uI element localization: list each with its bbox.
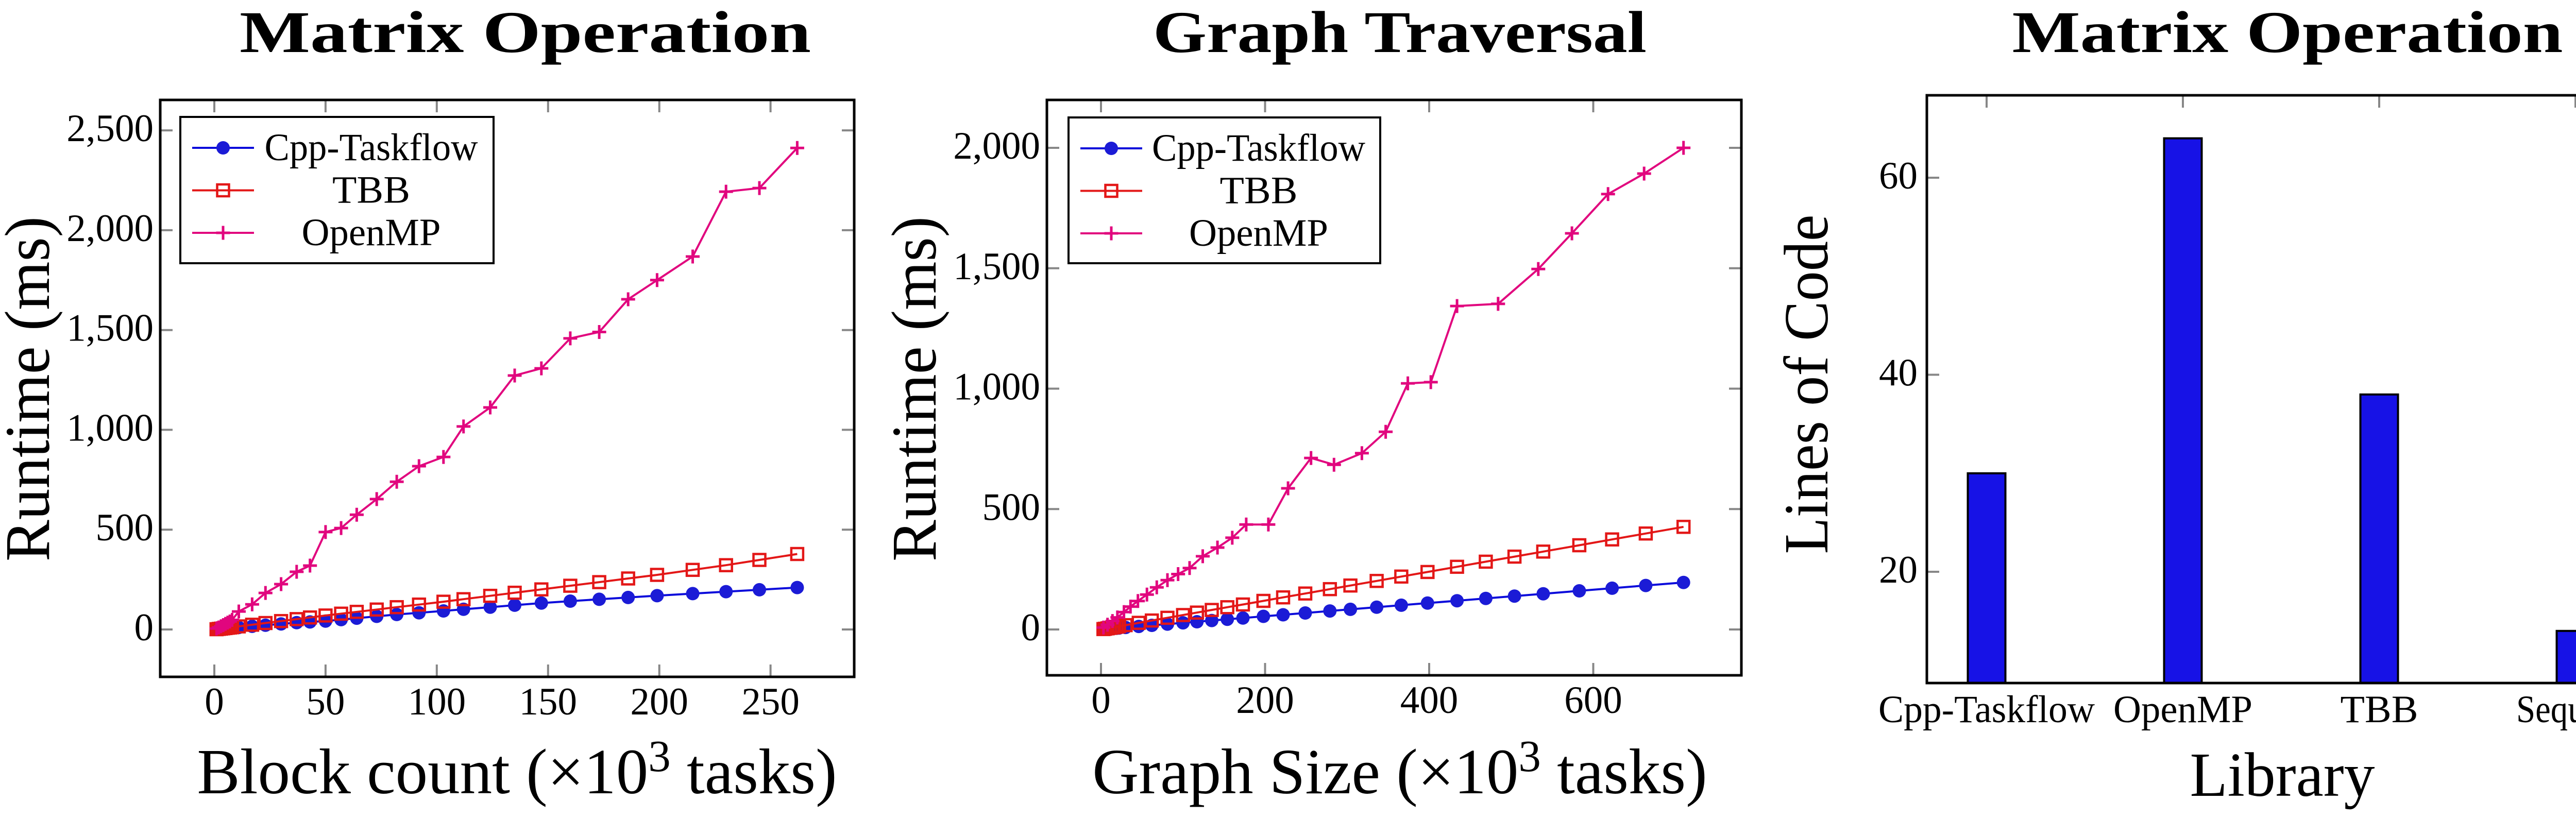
svg-text:Matrix Operation: Matrix Operation xyxy=(240,0,811,65)
svg-text:150: 150 xyxy=(519,680,578,723)
svg-text:Cpp-Taskflow: Cpp-Taskflow xyxy=(1878,688,2095,731)
svg-text:Lines of Code: Lines of Code xyxy=(1772,215,1841,554)
svg-text:1,000: 1,000 xyxy=(66,406,154,449)
svg-text:TBB: TBB xyxy=(1220,169,1298,212)
svg-text:OpenMP: OpenMP xyxy=(1189,212,1328,254)
svg-text:0: 0 xyxy=(1091,679,1111,722)
svg-text:40: 40 xyxy=(1879,352,1918,395)
svg-text:Runtime (ms): Runtime (ms) xyxy=(879,216,950,561)
svg-text:2,500: 2,500 xyxy=(66,107,154,150)
svg-text:OpenMP: OpenMP xyxy=(302,211,441,254)
svg-text:TBB: TBB xyxy=(332,169,410,212)
svg-text:Runtime (ms): Runtime (ms) xyxy=(0,216,63,561)
svg-text:600: 600 xyxy=(1564,679,1622,722)
svg-text:1,000: 1,000 xyxy=(953,366,1040,408)
svg-text:0: 0 xyxy=(205,680,224,723)
svg-text:100: 100 xyxy=(408,680,466,723)
svg-text:Graph Traversal: Graph Traversal xyxy=(1153,0,1647,65)
svg-text:500: 500 xyxy=(982,486,1041,529)
svg-text:Cpp-Taskflow: Cpp-Taskflow xyxy=(265,126,478,169)
svg-text:60: 60 xyxy=(1879,155,1918,197)
svg-text:20: 20 xyxy=(1879,549,1918,591)
svg-text:200: 200 xyxy=(1236,679,1294,722)
svg-text:Matrix Operation: Matrix Operation xyxy=(2012,0,2563,65)
svg-text:500: 500 xyxy=(96,506,154,549)
svg-text:0: 0 xyxy=(1021,606,1041,649)
svg-text:Sequential: Sequential xyxy=(2516,688,2576,731)
svg-text:OpenMP: OpenMP xyxy=(2113,688,2252,731)
svg-text:2,000: 2,000 xyxy=(66,207,154,250)
svg-text:2,000: 2,000 xyxy=(953,125,1040,167)
svg-text:1,500: 1,500 xyxy=(66,307,154,350)
svg-text:0: 0 xyxy=(134,606,154,649)
svg-text:400: 400 xyxy=(1400,679,1459,722)
svg-text:Library: Library xyxy=(2190,740,2375,810)
svg-text:1,500: 1,500 xyxy=(953,245,1040,288)
svg-text:250: 250 xyxy=(741,680,800,723)
svg-text:200: 200 xyxy=(630,680,688,723)
svg-text:Graph Size (×103 tasks): Graph Size (×103 tasks) xyxy=(1092,731,1707,808)
svg-text:Cpp-Taskflow: Cpp-Taskflow xyxy=(1152,127,1365,169)
svg-text:Block count (×103 tasks): Block count (×103 tasks) xyxy=(197,731,837,808)
svg-text:TBB: TBB xyxy=(2341,688,2418,731)
svg-text:50: 50 xyxy=(306,680,345,723)
